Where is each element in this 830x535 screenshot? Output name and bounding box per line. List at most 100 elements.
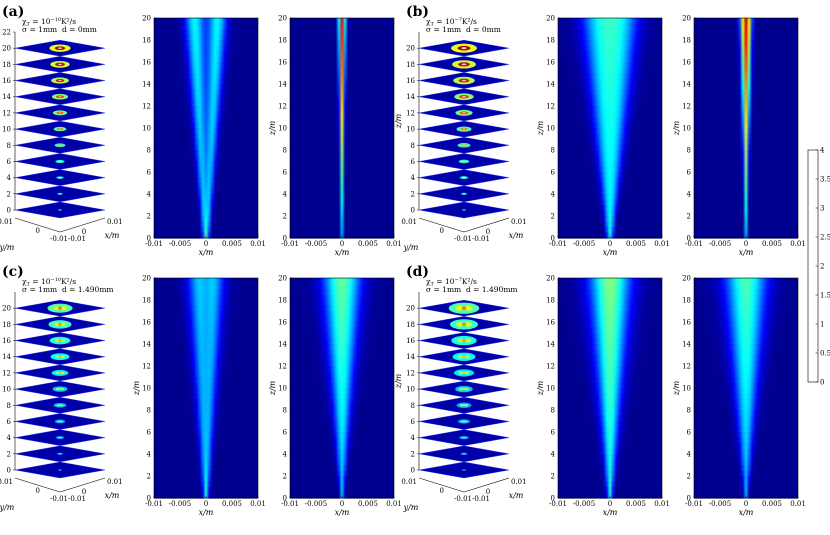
z-tick-label: 20 [682, 14, 691, 22]
z-tick-label: 10 [682, 124, 691, 132]
heatmap-row [290, 183, 394, 190]
x-axis-label: x/m [105, 231, 120, 240]
z-tick-label: 8 [687, 146, 691, 154]
heatmap-row [558, 333, 662, 340]
z-tick-label: 4 [147, 190, 152, 198]
heatmap-row [290, 404, 394, 411]
z-tick-label: 18 [2, 321, 11, 329]
z-tick-label: 12 [2, 109, 11, 117]
heatmap-row [154, 100, 258, 107]
z-tick-label: 14 [682, 340, 691, 348]
beam-spot [451, 335, 477, 346]
spot-lobe [464, 354, 471, 359]
heatmap-row [694, 89, 798, 96]
z-tick-label: 14 [406, 93, 415, 101]
z-tick-label: 20 [546, 274, 555, 282]
chi-parameter: χT = 10−10K²/s [22, 277, 76, 288]
heatmap-row [558, 45, 662, 52]
heatmap-row [558, 51, 662, 58]
colorbar-tick-label: 3 [820, 204, 824, 212]
heatmap-row [290, 443, 394, 450]
heatmap-row [694, 23, 798, 30]
x-tick-label: 0.005 [626, 240, 646, 248]
heatmap-row [694, 333, 798, 340]
beam-spot [56, 452, 64, 456]
heatmap-row [558, 216, 662, 223]
z-tick-label: 4 [147, 450, 152, 458]
x-tick-label: -0.005 [305, 500, 327, 508]
spot-core [58, 371, 62, 374]
z-tick-label: 10 [2, 126, 11, 134]
heatmap-row [694, 294, 798, 301]
beam-spot [456, 402, 472, 409]
heatmap-row [694, 377, 798, 384]
x-tick-label: 0.005 [762, 240, 782, 248]
beam-spot [48, 320, 72, 329]
heatmap-row [558, 448, 662, 455]
spot-hot [462, 95, 466, 98]
heatmap-row [290, 448, 394, 455]
spot-hot [57, 47, 63, 49]
z-tick-label: 18 [682, 36, 691, 44]
heatmap-row [558, 155, 662, 162]
x-tick-label: 0.005 [222, 240, 242, 248]
heatmap-row [290, 333, 394, 340]
heatmap-row [694, 166, 798, 173]
z-tick-label: 20 [406, 305, 415, 313]
heatmap-row [558, 166, 662, 173]
heatmap-row [694, 100, 798, 107]
heatmap-row [694, 205, 798, 212]
heatmap-row [290, 465, 394, 472]
heatmap-row [154, 205, 258, 212]
spot-core [462, 371, 466, 375]
heatmap-row [558, 29, 662, 36]
x-tick-label: 0.01 [386, 500, 402, 508]
heatmap-row [694, 283, 798, 290]
z-tick-label: 4 [411, 434, 416, 442]
heatmap-row [290, 122, 394, 129]
heatmap-row [694, 161, 798, 168]
x-axis [59, 217, 106, 233]
beam-spot [458, 159, 470, 164]
x-axis-label: x/m [105, 491, 120, 500]
spot-lobe [58, 453, 60, 455]
d-parameter: d = 1.490mm [62, 285, 114, 294]
beam-spot [448, 302, 480, 314]
heatmap-row [154, 410, 258, 417]
y-tick-label: 0 [36, 487, 40, 495]
heatmap-row [558, 18, 662, 25]
heatmap-row [154, 470, 258, 477]
heatmap-row [558, 487, 662, 494]
heatmap-row [694, 183, 798, 190]
x-tick-label: -0.01 [472, 235, 490, 243]
heatmap-row [558, 294, 662, 301]
beam-spot [58, 209, 62, 211]
beam-spot [55, 159, 65, 164]
heatmap-row [694, 67, 798, 74]
heatmap-row [558, 476, 662, 483]
heatmap-row [290, 100, 394, 107]
spot-core [57, 160, 63, 163]
heatmap-row [694, 78, 798, 85]
heatmap-row [290, 366, 394, 373]
heatmap-row [290, 78, 394, 85]
y-axis-label: y/m [403, 503, 419, 512]
heatmap-row [694, 322, 798, 329]
x-tick-label: 0 [340, 500, 344, 508]
heatmap-row [558, 205, 662, 212]
y-tick-label: -0.01 [50, 235, 68, 243]
heatmap-row [154, 322, 258, 329]
heatmap-row [290, 227, 394, 234]
z-axis-label: z/m [536, 120, 545, 136]
heatmap-row [290, 399, 394, 406]
y-tick-label: 0.01 [0, 478, 13, 486]
heatmap-row [154, 18, 258, 25]
heatmap-row [558, 470, 662, 477]
z-tick-label: 16 [546, 318, 555, 326]
z-tick-label: 14 [2, 93, 11, 101]
heatmap-row [558, 111, 662, 118]
parameter-box: χT = 10−10K²/sσ = 1mm d = 1.490mm [22, 277, 114, 294]
z-tick-label: 2 [7, 450, 11, 458]
heatmap-row [290, 106, 394, 113]
heatmap-row [558, 404, 662, 411]
